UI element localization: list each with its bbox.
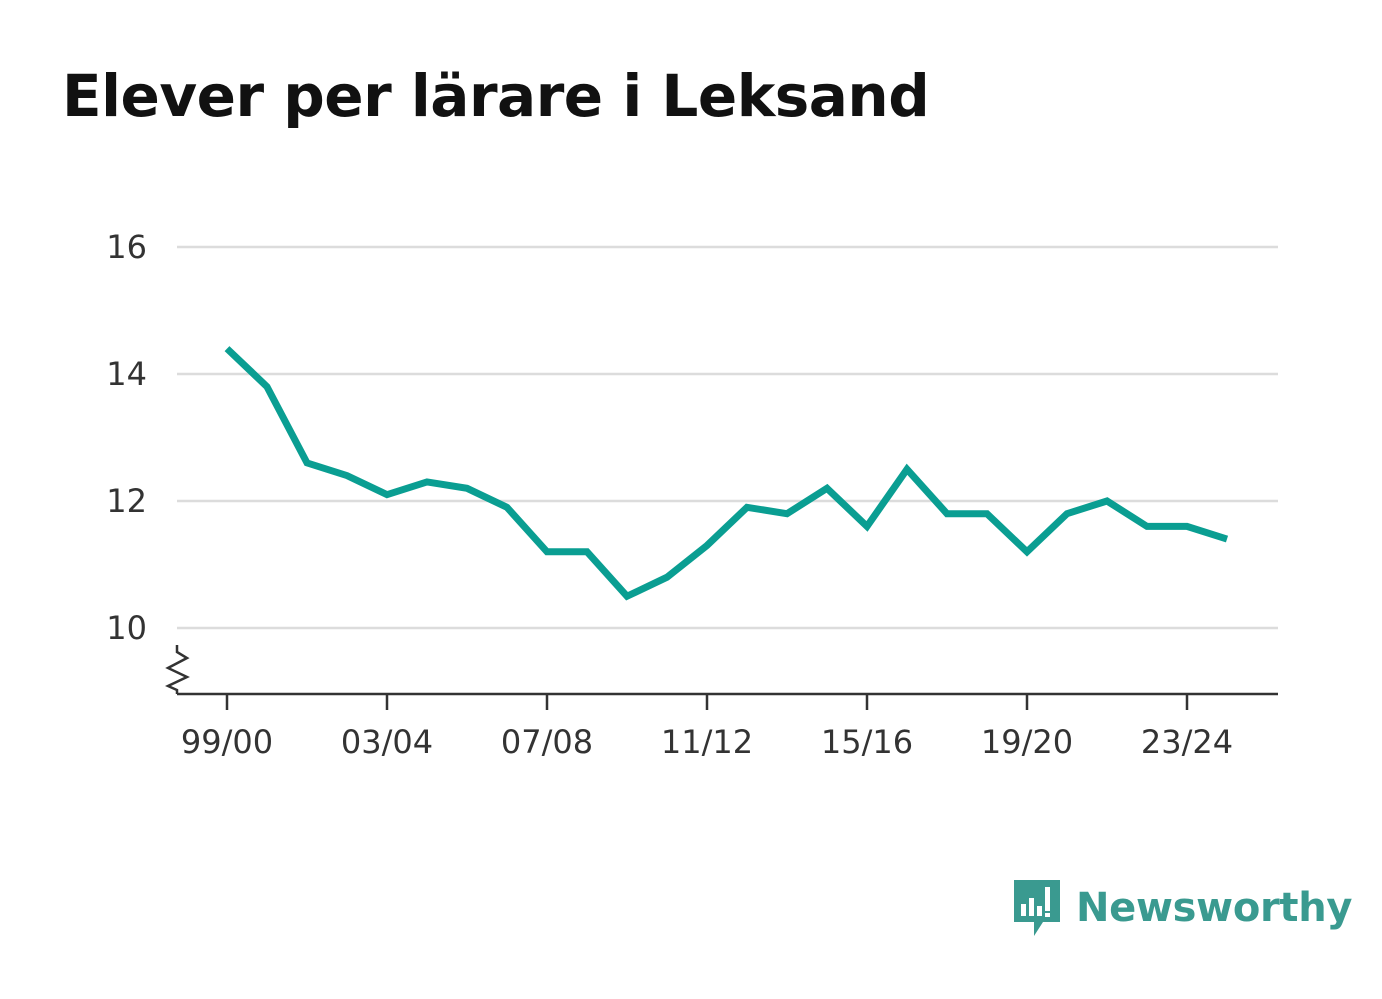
series-line <box>224 346 1229 601</box>
x-ticks: 99/00 03/04 07/08 11/12 15/16 19/20 23/24 <box>181 694 1233 761</box>
y-tick-label-10: 10 <box>106 609 147 647</box>
x-tick-label: 15/16 <box>821 723 913 761</box>
x-tick-label: 99/00 <box>181 723 273 761</box>
x-tick-label: 19/20 <box>981 723 1073 761</box>
x-tick-label: 23/24 <box>1141 723 1233 761</box>
axis-break-icon <box>165 645 190 694</box>
series-group <box>224 346 1229 601</box>
x-tick-label: 03/04 <box>341 723 433 761</box>
x-tick-label: 11/12 <box>661 723 753 761</box>
newsworthy-logo-icon <box>1014 880 1060 936</box>
y-axis: 10 12 14 16 <box>106 228 147 647</box>
y-tick-label-12: 12 <box>106 482 147 520</box>
x-axis <box>165 645 1278 696</box>
brand-name: Newsworthy <box>1076 885 1353 931</box>
x-tick-label: 07/08 <box>501 723 593 761</box>
y-tick-label-16: 16 <box>106 228 147 266</box>
brand-logo: Newsworthy <box>1012 878 1353 938</box>
gridlines <box>177 245 1278 630</box>
chart-title: Elever per lärare i Leksand <box>62 62 930 130</box>
y-tick-label-14: 14 <box>106 355 147 393</box>
